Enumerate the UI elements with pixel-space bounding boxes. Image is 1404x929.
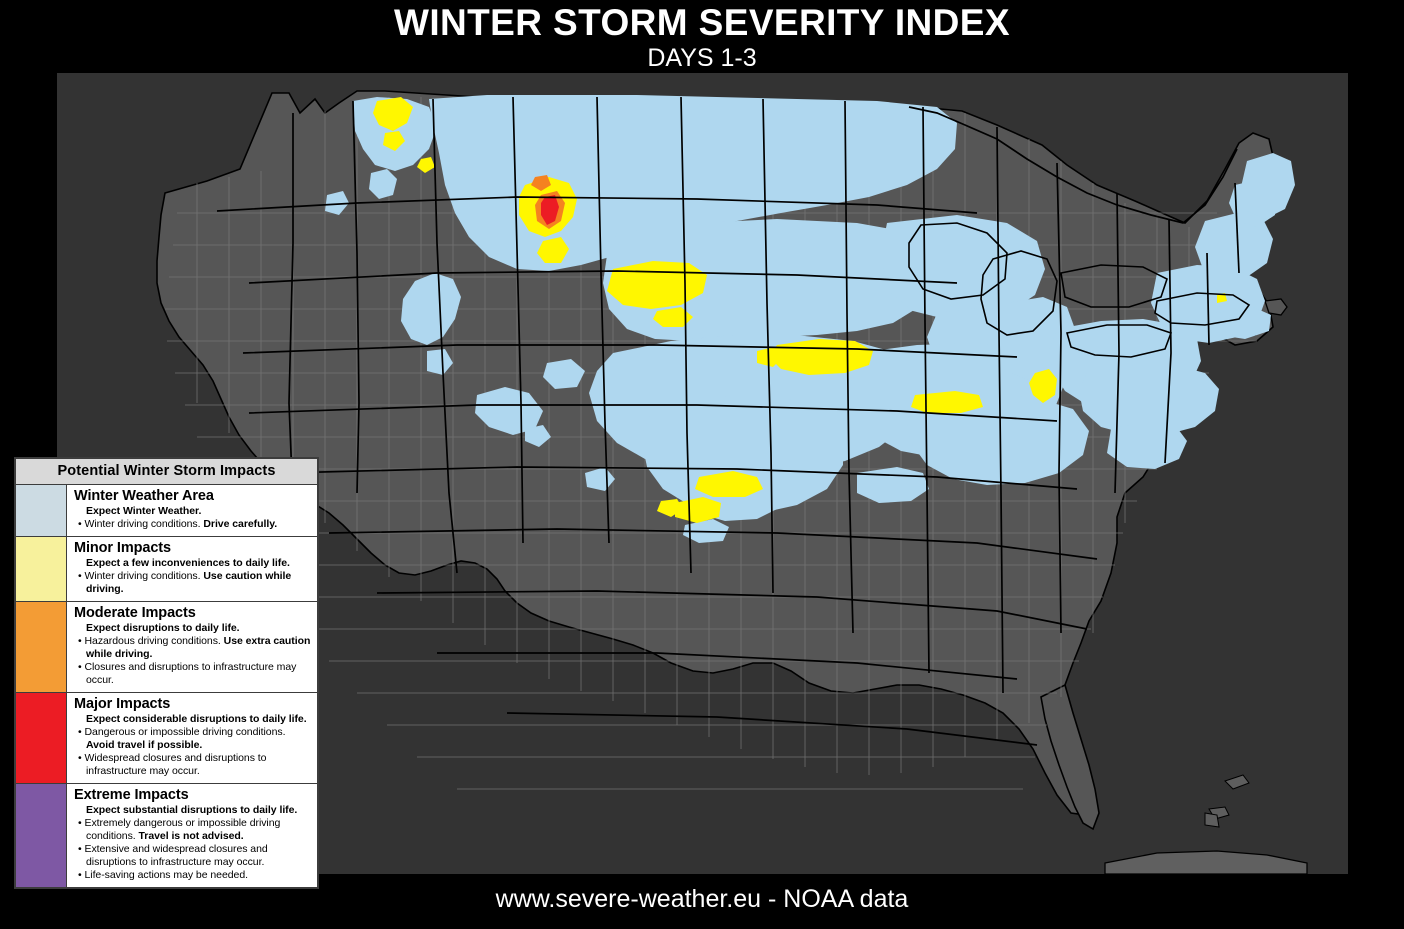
legend-item-title: Moderate Impacts: [74, 605, 196, 621]
legend-bullet-plain: • Winter driving conditions.: [78, 570, 204, 582]
legend-item-subtitle: Expect disruptions to daily life.: [86, 622, 240, 634]
legend-bullet-bold: Use extra caution while driving.: [86, 635, 311, 660]
legend-item-bullet: • Extensive and widespread closures and …: [74, 843, 312, 869]
legend-bullet-plain: • Winter driving conditions.: [78, 518, 204, 530]
legend-item-title: Minor Impacts: [74, 540, 171, 556]
legend-text-block: Moderate Impacts Expect disruptions to da…: [67, 602, 317, 692]
legend-bullet-bold: Avoid travel if possible.: [86, 739, 203, 751]
legend-item-bullet: • Winter driving conditions. Drive caref…: [74, 518, 312, 531]
legend-bullet-bold: Travel is not advised.: [138, 830, 244, 842]
legend-row: Extreme Impacts Expect substantial disrup…: [16, 784, 317, 887]
cape-cod: [1264, 298, 1288, 316]
legend-bullet-bold: Drive carefully.: [203, 518, 278, 530]
legend-item-subtitle: Expect Winter Weather.: [86, 505, 202, 517]
legend-item-bullet: • Closures and disruptions to infrastruc…: [74, 661, 312, 687]
major-impacts-overlay: [541, 195, 559, 225]
legend-item-bullet: • Hazardous driving conditions. Use extr…: [74, 635, 312, 661]
legend-bullet-plain: • Hazardous driving conditions.: [78, 635, 224, 647]
legend-item-title: Winter Weather Area: [74, 488, 214, 504]
legend-text-block: Extreme Impacts Expect substantial disrup…: [67, 784, 317, 887]
legend-bullet-plain: • Closures and disruptions to infrastruc…: [78, 661, 297, 686]
legend-item-bullet: • Life-saving actions may be needed.: [74, 869, 312, 882]
legend-panel: Potential Winter Storm Impacts Winter We…: [14, 457, 319, 889]
legend-bullet-plain: • Extensive and widespread closures and …: [78, 843, 268, 868]
state-boundaries: [216, 96, 1251, 746]
legend-row: Major Impacts Expect considerable disrupt…: [16, 693, 317, 784]
bahamas-2: [1224, 774, 1250, 790]
legend-bullet-plain: • Dangerous or impossible driving condit…: [78, 726, 286, 738]
legend-text-block: Major Impacts Expect considerable disrupt…: [67, 693, 317, 783]
legend-color-swatch: [16, 537, 67, 601]
legend-text-block: Minor Impacts Expect a few inconveniences…: [67, 537, 317, 601]
page-subtitle: DAYS 1-3: [647, 44, 757, 72]
page-title: WINTER STORM SEVERITY INDEX: [394, 2, 1010, 43]
legend-item-bullet: • Extremely dangerous or impossible driv…: [74, 817, 312, 843]
legend-item-title: Extreme Impacts: [74, 787, 189, 803]
legend-text-block: Winter Weather Area Expect Winter Weather…: [67, 485, 317, 536]
legend-item-bullet: • Dangerous or impossible driving condit…: [74, 726, 312, 752]
legend-title: Potential Winter Storm Impacts: [16, 459, 317, 485]
legend-bullet-plain: • Life-saving actions may be needed.: [78, 869, 248, 881]
legend-item-subtitle: Expect substantial disruptions to daily …: [86, 804, 298, 816]
legend-color-swatch: [16, 784, 67, 887]
legend-color-swatch: [16, 602, 67, 692]
legend-item-bullet: • Widespread closures and disruptions to…: [74, 752, 312, 778]
legend-bullet-bold: Use caution while driving.: [86, 570, 292, 595]
footer-credit: www.severe-weather.eu - NOAA data: [495, 885, 909, 913]
legend-item-bullet: • Winter driving conditions. Use caution…: [74, 570, 312, 596]
legend-color-swatch: [16, 693, 67, 783]
map-panel[interactable]: [57, 73, 1348, 874]
us-map[interactable]: [57, 73, 1348, 874]
legend-rows: Winter Weather Area Expect Winter Weather…: [16, 485, 317, 887]
legend-item-subtitle: Expect a few inconveniences to daily lif…: [86, 557, 290, 569]
legend-bullet-plain: • Widespread closures and disruptions to…: [78, 752, 267, 777]
cuba-land: [1104, 850, 1308, 874]
legend-row: Minor Impacts Expect a few inconveniences…: [16, 537, 317, 602]
bahamas-3: [1204, 812, 1220, 828]
legend-bullet-plain: • Extremely dangerous or impossible driv…: [78, 817, 281, 842]
legend-item-title: Major Impacts: [74, 696, 171, 712]
legend-row: Moderate Impacts Expect disruptions to da…: [16, 602, 317, 693]
legend-color-swatch: [16, 485, 67, 536]
legend-row: Winter Weather Area Expect Winter Weather…: [16, 485, 317, 537]
florida-land: [1040, 683, 1100, 831]
legend-item-subtitle: Expect considerable disruptions to daily…: [86, 713, 307, 725]
